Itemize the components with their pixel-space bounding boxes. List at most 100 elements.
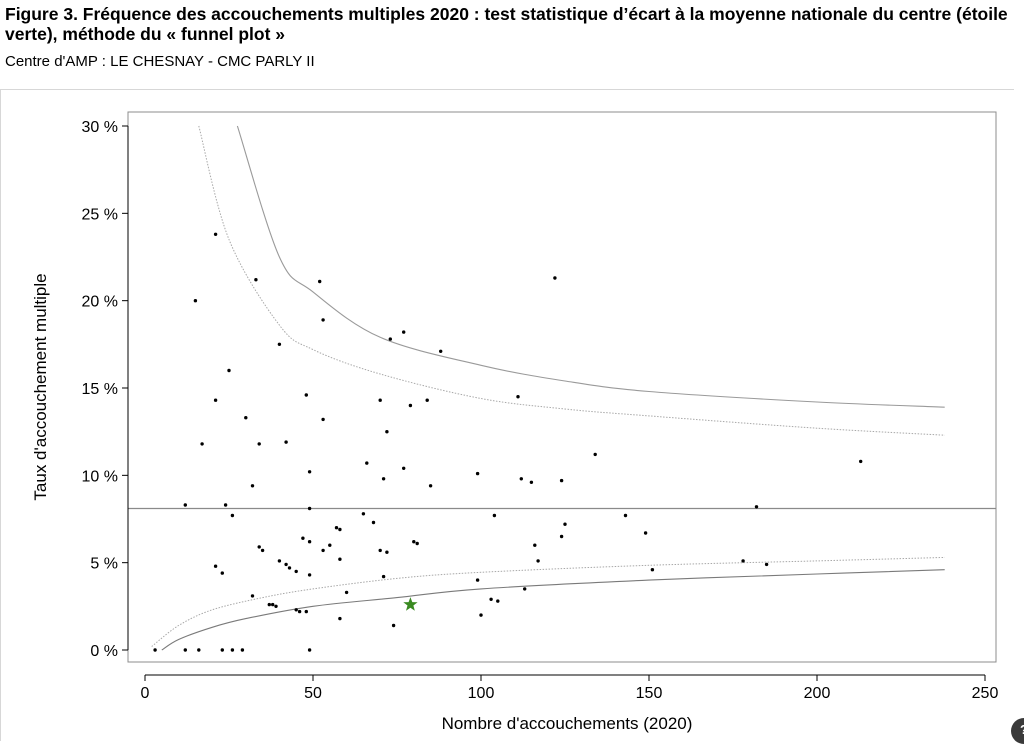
outer-upper-limit-curve [236, 125, 945, 408]
y-tick-label: 30 % [82, 119, 118, 136]
data-point [338, 557, 342, 561]
data-point [334, 526, 339, 530]
data-point [183, 503, 187, 507]
x-tick-label: 250 [972, 685, 999, 702]
data-point [559, 534, 564, 539]
data-point [257, 545, 261, 549]
data-point [523, 587, 527, 591]
data-point [260, 548, 265, 553]
data-point [563, 522, 567, 526]
data-point [385, 430, 389, 434]
x-tick-label: 50 [304, 685, 322, 702]
x-axis: 0 50 100 150 200 250 [141, 674, 999, 702]
data-point [623, 513, 628, 518]
data-point [257, 442, 261, 446]
data-point [492, 513, 497, 518]
data-point [754, 505, 759, 509]
data-point [475, 578, 480, 582]
data-point [489, 597, 493, 601]
data-point [230, 513, 235, 518]
data-point [277, 342, 282, 346]
data-point [412, 540, 416, 544]
x-tick-label: 150 [636, 685, 663, 702]
x-tick-label: 100 [468, 685, 495, 702]
data-point [250, 594, 255, 598]
outer-lower-limit-curve [161, 569, 945, 651]
data-point [304, 393, 308, 397]
data-point [391, 623, 396, 628]
data-point [230, 648, 235, 652]
data-point [220, 648, 224, 652]
data-point [741, 559, 745, 563]
y-tick-label: 25 % [82, 206, 118, 223]
data-point [254, 278, 258, 282]
data-point [415, 541, 419, 546]
help-icon[interactable]: ? [1011, 718, 1024, 744]
data-point [496, 599, 500, 603]
data-point [294, 569, 298, 574]
data-point [153, 648, 157, 652]
data-point [277, 559, 282, 563]
data-point [321, 318, 325, 322]
data-point [344, 590, 349, 595]
data-point [213, 232, 218, 236]
data-point [425, 398, 429, 402]
data-point [519, 477, 523, 481]
data-point [318, 279, 322, 284]
data-point [381, 477, 386, 481]
data-point [227, 368, 231, 373]
data-point [304, 609, 308, 614]
data-point [220, 571, 224, 575]
figure-subtitle: Centre d'AMP : LE CHESNAY - CMC PARLY II [5, 53, 315, 70]
data-point [593, 452, 597, 457]
data-point [643, 531, 648, 535]
data-point [183, 648, 187, 652]
data-point [381, 574, 386, 579]
chart-frame [0, 89, 1014, 741]
data-point [271, 602, 275, 607]
data-point [244, 416, 248, 420]
data-point [385, 550, 389, 554]
data-point [533, 543, 537, 547]
data-point [361, 512, 366, 516]
centre-star-marker [403, 597, 418, 611]
inner-upper-limit-curve [198, 125, 945, 436]
data-point [250, 484, 255, 488]
data-point [475, 471, 480, 476]
data-point [529, 480, 534, 484]
data-point [408, 403, 413, 408]
data-point [321, 548, 325, 553]
data-point [307, 540, 312, 544]
data-point [321, 417, 325, 422]
data-point [193, 299, 198, 303]
data-point [267, 602, 271, 607]
data-point [307, 470, 312, 474]
data-point [536, 559, 540, 563]
x-tick-label: 200 [804, 685, 831, 702]
data-points [153, 232, 863, 652]
data-point [338, 616, 342, 621]
data-point [240, 648, 245, 652]
data-point [307, 573, 312, 577]
data-point [402, 330, 406, 334]
data-point [223, 503, 228, 507]
figure-title: Figure 3. Fréquence des accouchements mu… [5, 4, 1008, 44]
data-point [284, 440, 288, 444]
data-point [297, 609, 302, 614]
data-point [388, 337, 392, 341]
y-axis-title: Taux d'accouchement multiple [31, 273, 50, 500]
data-point [200, 442, 204, 446]
data-point [328, 543, 332, 547]
data-point [197, 648, 201, 652]
data-point [378, 548, 382, 553]
x-axis-title: Nombre d'accouchements (2020) [442, 714, 693, 733]
y-tick-label: 0 % [90, 643, 118, 660]
data-point [287, 566, 292, 570]
data-point [559, 478, 564, 483]
y-tick-label: 5 % [90, 556, 118, 573]
data-point [294, 608, 298, 612]
data-point [859, 459, 863, 464]
data-point [516, 395, 520, 399]
y-tick-label: 10 % [82, 468, 118, 485]
